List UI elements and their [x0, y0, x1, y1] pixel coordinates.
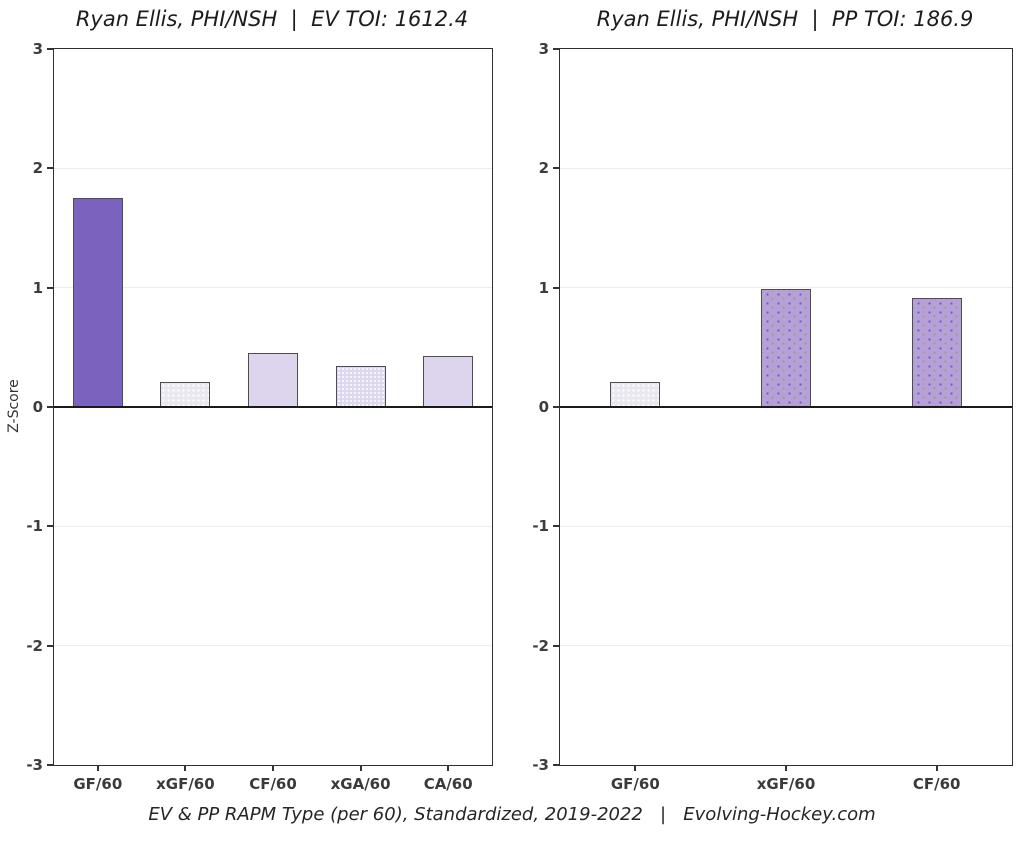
y-tick-label: 0 [538, 398, 549, 416]
y-tick-mark [47, 644, 53, 647]
bar-cf60 [911, 298, 962, 407]
y-tick-mark [553, 525, 559, 528]
y-tick-label: 3 [32, 40, 43, 58]
y-tick-mark [553, 286, 559, 289]
y-tick-label: -2 [532, 636, 549, 655]
zero-baseline [54, 406, 492, 408]
x-tick-label: CA/60 [423, 775, 473, 793]
y-tick-mark [553, 764, 559, 766]
ev-rapm-panel: 3 2 1 0 -1 -2 -3 GF/60 xGF/60 CF/60 xGA/60 CA/60 [26, 40, 493, 793]
y-tick-label: 0 [32, 398, 43, 416]
bar-gf60 [610, 381, 661, 407]
y-tick-mark [47, 167, 53, 170]
pp-rapm-panel: 3 2 1 0 -1 -2 -3 GF/60 xGF/60 CF/60 [532, 40, 1013, 793]
bar-xga60 [335, 366, 386, 407]
y-tick-label: 2 [538, 159, 549, 178]
gridline [560, 287, 1012, 289]
x-tick-mark [634, 765, 637, 771]
x-tick-label: xGA/60 [330, 775, 391, 793]
y-tick-mark [553, 406, 559, 408]
y-tick-mark [553, 48, 559, 50]
y-tick-label: 1 [538, 278, 549, 297]
y-tick-label: 3 [538, 40, 549, 58]
bar-cf60 [248, 353, 298, 407]
bar-ca60 [423, 355, 474, 407]
gridline [54, 287, 492, 289]
x-tick-mark [935, 765, 938, 771]
x-tick-mark [184, 765, 187, 771]
y-tick-label: -1 [532, 517, 549, 536]
x-tick-label: CF/60 [912, 775, 961, 793]
bar-xgf60 [160, 381, 211, 407]
bar-gf60 [72, 198, 123, 407]
y-tick-mark [553, 644, 559, 647]
x-tick-label: CF/60 [249, 775, 297, 793]
y-tick-label: -3 [532, 756, 549, 774]
y-tick-label: 2 [32, 159, 43, 178]
x-tick-label: GF/60 [610, 775, 660, 793]
y-tick-mark [47, 48, 53, 50]
y-tick-mark [47, 525, 53, 528]
y-tick-mark [47, 764, 53, 766]
x-tick-mark [272, 765, 274, 771]
chart-title: Ryan Ellis, PHI/NSH | EV TOI: 1612.4 [75, 7, 469, 31]
x-tick-mark [96, 765, 99, 771]
x-tick-label: xGF/60 [156, 775, 215, 793]
gridline [54, 167, 492, 169]
x-tick-label: GF/60 [73, 775, 123, 793]
x-tick-label: xGF/60 [756, 775, 816, 793]
x-tick-mark [785, 765, 787, 771]
gridline [54, 525, 492, 527]
y-tick-mark [47, 286, 53, 289]
x-tick-mark [447, 765, 450, 771]
y-tick-label: -2 [26, 636, 43, 655]
y-tick-label: -1 [26, 517, 43, 536]
zero-baseline [560, 406, 1012, 408]
bar-xgf60 [761, 288, 811, 407]
gridline [560, 167, 1012, 169]
gridline [560, 645, 1012, 647]
y-tick-label: -3 [26, 756, 43, 774]
x-tick-mark [359, 765, 362, 771]
gridline [54, 645, 492, 647]
y-tick-mark [47, 406, 53, 408]
y-tick-mark [553, 167, 559, 170]
chart-title: Ryan Ellis, PHI/NSH | PP TOI: 186.9 [596, 7, 974, 31]
gridline [560, 525, 1012, 527]
figure-caption: EV & PP RAPM Type (per 60), Standardized… [148, 804, 876, 825]
y-tick-label: 1 [32, 278, 43, 297]
